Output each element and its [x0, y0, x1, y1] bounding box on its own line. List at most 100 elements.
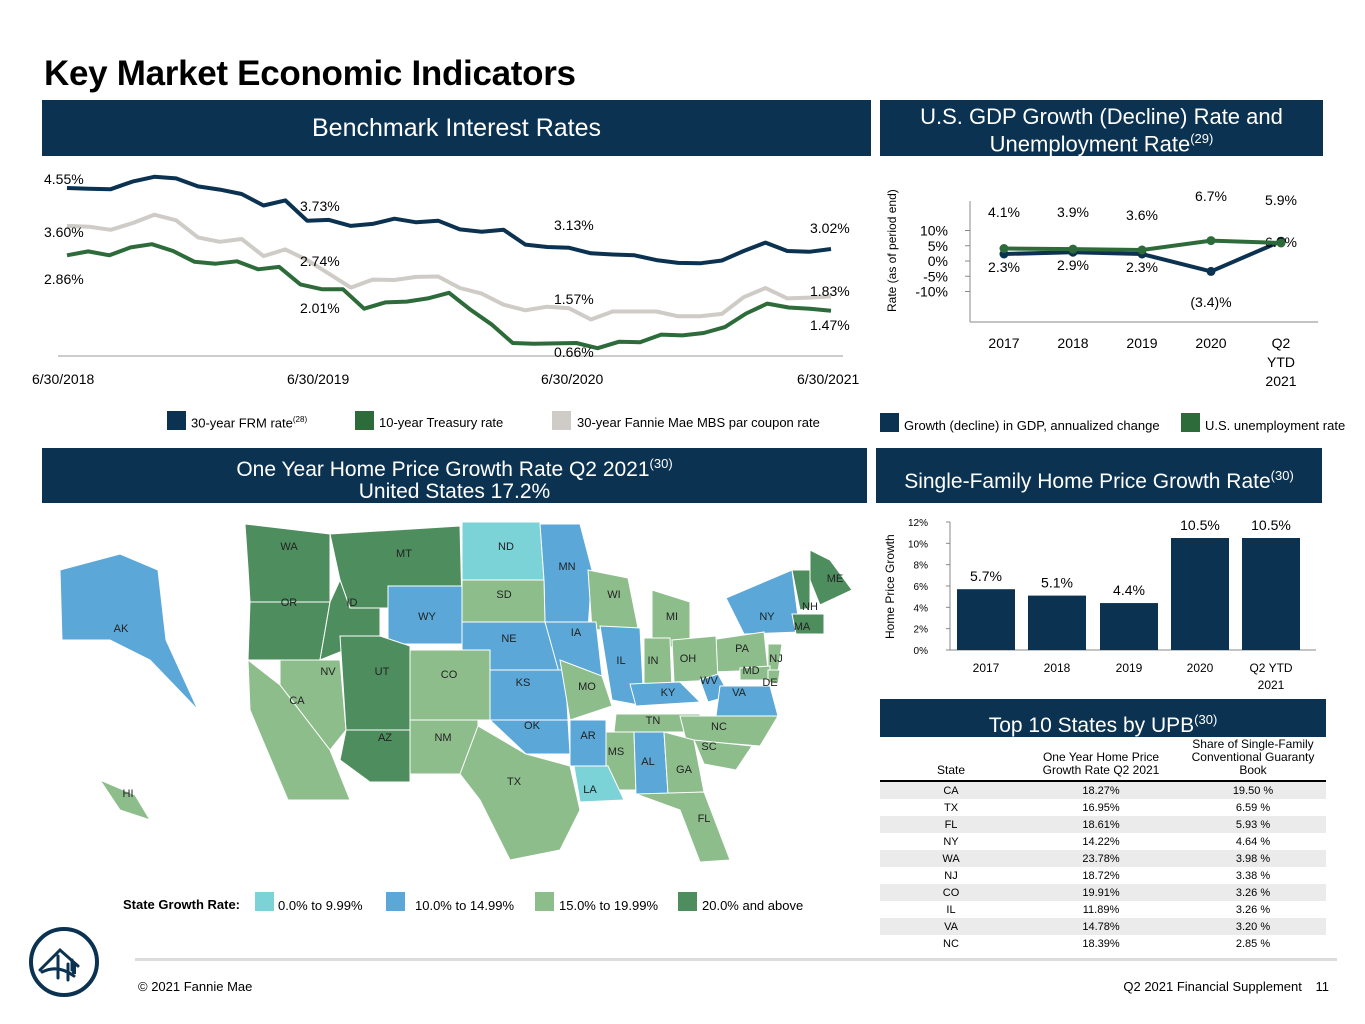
upb-growth: 14.22% [1082, 835, 1120, 848]
state-la [573, 765, 625, 803]
table-row: WA 23.78% 3.98 % [880, 850, 1326, 867]
gdp-x-tick: YTD [1267, 354, 1295, 370]
state-mo [559, 659, 613, 721]
gdp-point [1206, 266, 1216, 276]
state-label-nm: NM [434, 732, 451, 744]
hpg-data-label: 4.4% [1113, 582, 1145, 598]
rates-legend-swatch-mbs [552, 411, 571, 430]
gdp-data-label: 5.9% [1265, 192, 1297, 208]
map-title-line2: United States 17.2% [358, 480, 551, 503]
gdp-point [1206, 236, 1216, 246]
state-label-mt: MT [396, 548, 412, 560]
hpg-title-text: Single-Family Home Price Growth Rate [904, 470, 1271, 493]
gdp-header: U.S. GDP Growth (Decline) Rate and Unemp… [880, 100, 1323, 156]
state-ny [725, 569, 801, 635]
map-legend-swatch-1 [255, 892, 274, 911]
rates-label-mbs-2019: 2.74% [300, 253, 340, 269]
state-tx [459, 725, 581, 861]
state-nv [279, 659, 347, 751]
state-sd [461, 579, 546, 623]
footer-supplement: Q2 2021 Financial Supplement [1123, 979, 1302, 994]
rates-legend-swatch-frm [167, 411, 186, 430]
hpg-bar [957, 589, 1015, 650]
gdp-y-tick: 5% [928, 238, 948, 254]
state-label-nv: NV [320, 666, 336, 678]
upb-state: WA [880, 850, 1022, 867]
hpg-chart: Home Price Growth 12% 10% 8% 6% 4% 2% 0% 5.7% 5… [883, 517, 1316, 692]
upb-state: IL [946, 903, 956, 916]
rates-label-mbs-start: 3.60% [44, 224, 84, 240]
table-row: NC 18.39% 2.85 % [880, 935, 1326, 952]
gdp-data-label: 3.9% [1057, 204, 1089, 220]
gdp-x-tick: 2017 [988, 335, 1019, 351]
upb-col-growth-2: Growth Rate Q2 2021 [1042, 763, 1160, 777]
hpg-x-tick: 2017 [973, 661, 1000, 675]
upb-share: 3.98 % [1180, 850, 1326, 867]
map-legend-2: 10.0% to 14.99% [415, 898, 515, 913]
map-title-line1-text: One Year Home Price Growth Rate Q2 2021 [236, 458, 650, 481]
state-label-tx: TX [507, 776, 522, 788]
gdp-x-tick: Q2 [1272, 335, 1291, 351]
state-nc [679, 715, 779, 747]
table-row: CA 18.27% 19.50 % [880, 781, 1326, 799]
state-label-in: IN [648, 655, 659, 667]
gdp-y-tick: 10% [920, 223, 948, 239]
map-legend-1: 0.0% to 9.99% [278, 898, 363, 913]
rates-series-line-0 [66, 174, 832, 266]
rates-label-frm-start: 4.55% [44, 171, 84, 187]
hpg-bar [1171, 538, 1229, 650]
state-or [247, 601, 331, 661]
gdp-x-tick: 2021 [1265, 373, 1296, 389]
state-label-ca: CA [289, 695, 305, 707]
gdp-legend-unemp: U.S. unemployment rate [1205, 418, 1346, 433]
map-legend-swatch-3 [535, 892, 554, 911]
us-map: WA MT ND MN ME OR ID SD WI MI NY NH MA WY NE IA PA NJ NV UT… [59, 521, 853, 863]
upb-growth: 18.61% [1022, 816, 1180, 833]
rates-x-tick: 6/30/2021 [797, 371, 859, 387]
footer-copyright: © 2021 Fannie Mae [138, 979, 253, 994]
page-number: 11 [1315, 979, 1330, 994]
state-label-fl: FL [698, 813, 711, 825]
rates-label-tsy-2021: 1.47% [810, 317, 850, 333]
hpg-y-tick: 6% [914, 582, 929, 593]
state-label-ok: OK [524, 720, 541, 732]
state-mn [539, 523, 593, 631]
hpg-y-tick: 8% [914, 561, 929, 572]
rates-x-tick: 6/30/2020 [541, 371, 603, 387]
upb-col-growth: One Year Home Price Growth Rate Q2 2021 [1022, 738, 1180, 782]
upb-col-growth-1: One Year Home Price [1042, 750, 1160, 764]
state-label-ut: UT [375, 666, 390, 678]
map-legend-3: 15.0% to 19.99% [559, 898, 659, 913]
state-label-nh: NH [802, 601, 818, 613]
gdp-y-tick: 0% [928, 253, 948, 269]
map-legend-swatch-2 [386, 892, 405, 911]
gdp-legend-swatch [880, 413, 899, 432]
rates-label-mbs-2020: 1.57% [554, 291, 594, 307]
state-va [715, 685, 779, 717]
hpg-y-label: Home Price Growth [883, 534, 897, 639]
upb-share: 3.26 % [1235, 903, 1271, 916]
upb-state: NY [943, 835, 959, 848]
hpg-data-label: 10.5% [1251, 517, 1291, 533]
rates-chart: 4.55% 3.60% 2.86% 3.73% 2.74% 2.01% 3.13… [32, 171, 859, 387]
state-label-ne: NE [501, 633, 516, 645]
map-legend-title: State Growth Rate: [123, 897, 241, 912]
state-ak [59, 553, 199, 711]
upb-col-share: Share of Single-Family Conventional Guar… [1180, 738, 1326, 782]
state-label-wy: WY [418, 611, 436, 623]
upb-growth: 18.27% [1022, 781, 1180, 799]
table-row: NJ 18.72% 3.38 % [880, 867, 1326, 884]
hpg-x-tick: Q2 YTD [1249, 661, 1292, 675]
upb-growth: 19.91% [1022, 884, 1180, 901]
gdp-title-line2-text: Unemployment Rate [989, 131, 1191, 157]
state-label-ak: AK [114, 623, 129, 635]
gdp-y-label: Rate (as of period end) [885, 189, 899, 312]
upb-share: 6.59 % [1235, 801, 1271, 814]
map-title-line1: One Year Home Price Growth Rate Q2 2021(… [42, 448, 867, 481]
hpg-x-tick: 2019 [1116, 661, 1143, 675]
rates-legend-swatch-tsy [355, 411, 374, 430]
unemp-legend-swatch [1181, 413, 1200, 432]
footer-right: Q2 2021 Financial Supplement 11 [1123, 979, 1329, 994]
gdp-point [1276, 238, 1286, 248]
state-label-mn: MN [558, 561, 575, 573]
